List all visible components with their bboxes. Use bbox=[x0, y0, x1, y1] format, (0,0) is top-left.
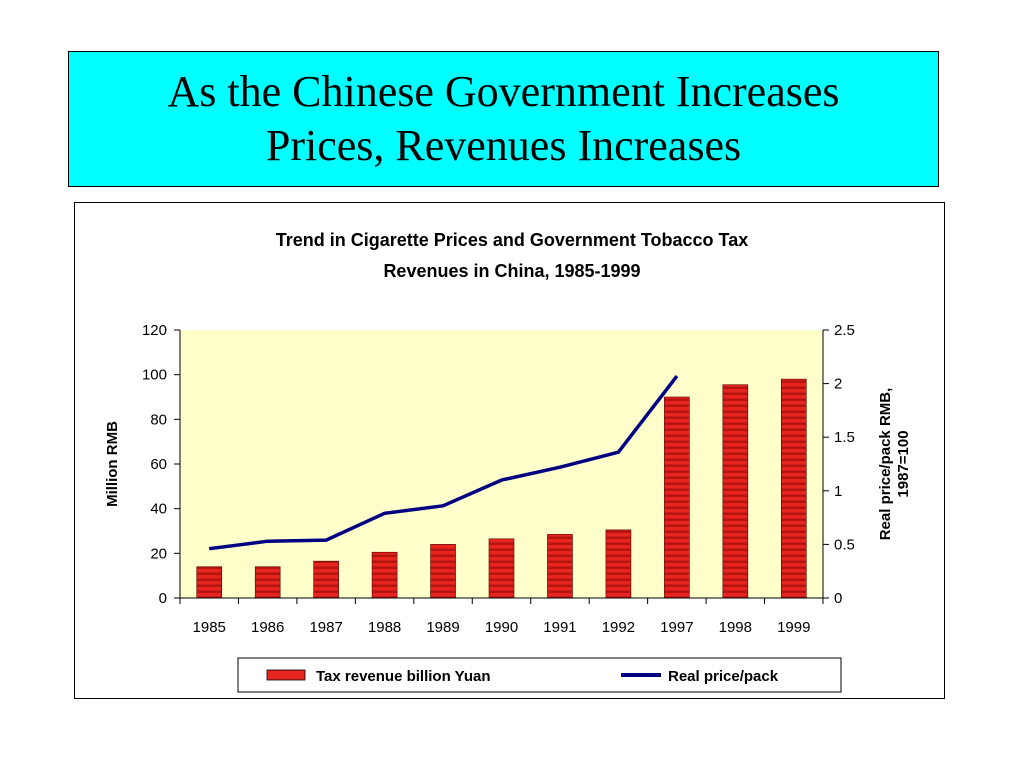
y2-tick-label: 0.5 bbox=[834, 536, 855, 553]
y2-tick-label: 1.5 bbox=[834, 429, 855, 446]
x-tick-label: 1992 bbox=[602, 619, 635, 636]
x-tick-label: 1988 bbox=[368, 619, 401, 636]
y-axis-title: Million RMB bbox=[104, 421, 121, 507]
bar-1985 bbox=[196, 566, 223, 599]
y-tick-label: 20 bbox=[150, 545, 167, 562]
legend-box bbox=[237, 657, 842, 693]
x-tick-label: 1989 bbox=[426, 619, 459, 636]
bar-1998 bbox=[722, 384, 749, 599]
price-line bbox=[208, 375, 679, 551]
bar-1986 bbox=[254, 566, 281, 599]
bar-1991 bbox=[547, 534, 573, 599]
y2-tick-label: 2 bbox=[834, 376, 842, 393]
legend-bar-label: Tax revenue billion Yuan bbox=[316, 668, 491, 685]
x-tick-label: 1990 bbox=[485, 619, 518, 636]
y-tick-label: 0 bbox=[159, 590, 167, 607]
legend-bar-swatch bbox=[266, 669, 306, 681]
chart: Trend in Cigarette Prices and Government… bbox=[104, 230, 912, 693]
y-tick-label: 100 bbox=[142, 367, 167, 384]
y2-axis-title-line-2: 1987=100 bbox=[895, 430, 912, 497]
chart-frame: Trend in Cigarette Prices and Government… bbox=[74, 202, 945, 699]
slide-title-line-2: Prices, Revenues Increases bbox=[265, 121, 742, 170]
x-tick-label: 1991 bbox=[543, 619, 576, 636]
y2-tick-label: 1 bbox=[834, 483, 842, 500]
x-tick-label: 1986 bbox=[251, 619, 284, 636]
legend: Tax revenue billion Yuan Real price/pack bbox=[237, 657, 842, 693]
y-tick-label: 120 bbox=[142, 322, 167, 339]
bar-1989 bbox=[430, 544, 456, 599]
x-tick-label: 1985 bbox=[193, 619, 226, 636]
bar-1987 bbox=[313, 560, 339, 599]
x-tick-label: 1997 bbox=[660, 619, 693, 636]
chart-title-line-1: Trend in Cigarette Prices and Government… bbox=[276, 230, 748, 250]
bar-1988 bbox=[371, 551, 398, 599]
bar-1990 bbox=[488, 538, 515, 599]
y-tick-label: 80 bbox=[150, 411, 167, 428]
x-tick-label: 1998 bbox=[719, 619, 752, 636]
y-tick-label: 40 bbox=[150, 501, 167, 518]
bar-1999 bbox=[780, 378, 807, 599]
x-tick-label: 1999 bbox=[777, 619, 810, 636]
x-tick-label: 1987 bbox=[309, 619, 342, 636]
y2-tick-label: 0 bbox=[834, 590, 842, 607]
slide-title-line-1: As the Chinese Government Increases bbox=[167, 67, 840, 116]
y-tick-label: 60 bbox=[150, 456, 167, 473]
chart-title-line-2: Revenues in China, 1985-1999 bbox=[383, 261, 640, 281]
y2-tick-label: 2.5 bbox=[834, 322, 855, 339]
bar-1992 bbox=[605, 529, 632, 599]
legend-line-label: Real price/pack bbox=[668, 668, 779, 685]
bar-1997 bbox=[664, 396, 690, 599]
slide-title: As the Chinese Government Increases Pric… bbox=[68, 51, 939, 187]
y2-axis-title-line-1: Real price/pack RMB, bbox=[877, 388, 894, 541]
